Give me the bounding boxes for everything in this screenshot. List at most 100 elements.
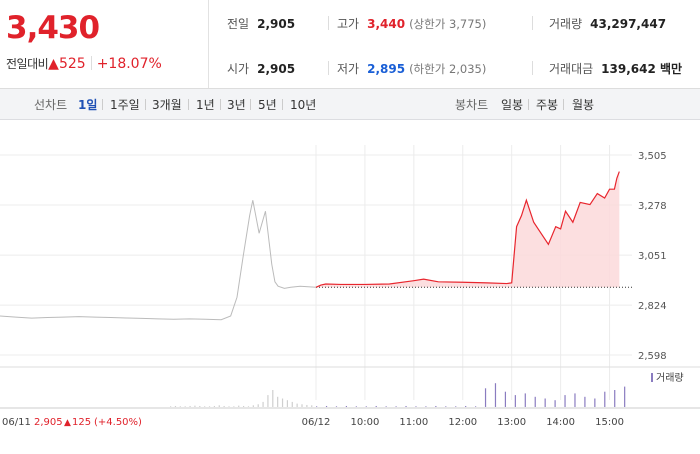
today-area-fill xyxy=(316,171,620,288)
volume-bar xyxy=(174,405,177,407)
prev-day-change: 125 xyxy=(72,417,91,428)
volume-bar xyxy=(355,406,357,407)
volume-bar xyxy=(272,390,274,407)
volume-bar xyxy=(445,406,447,407)
y-tick-label: 3,505 xyxy=(638,151,667,162)
volume-bar xyxy=(335,406,338,407)
volume-bar xyxy=(455,406,457,407)
volume-bar xyxy=(524,393,526,407)
stat-value: 43,297,447 xyxy=(590,17,667,31)
line-chart-label: 선차트 xyxy=(34,98,68,112)
tab-weekly-candle[interactable]: 주봉 xyxy=(536,98,559,112)
change-percent: +18.07% xyxy=(96,56,162,72)
y-tick-label: 2,824 xyxy=(638,301,667,312)
stat-high: 고가 3,440 (상한가 3,775) xyxy=(337,15,486,32)
volume-bar xyxy=(238,405,240,407)
y-tick-label: 3,278 xyxy=(638,201,667,212)
stat-label: 전일 xyxy=(227,17,250,31)
volume-bar xyxy=(494,383,497,407)
volume-bar xyxy=(228,406,230,407)
volume-bar xyxy=(184,406,186,407)
stat-label: 거래량 xyxy=(549,17,583,31)
volume-bar xyxy=(262,401,264,407)
price-change: 전일대비▲525 +18.07% xyxy=(6,55,162,72)
stat-value: 2,905 xyxy=(257,17,296,31)
volume-bar xyxy=(281,398,284,407)
upper-limit: (상한가 3,775) xyxy=(409,17,487,31)
x-tick-label: 06/12 xyxy=(302,417,331,428)
volume-bar xyxy=(435,405,437,407)
today-line xyxy=(315,171,620,288)
tab-1-day[interactable]: 1일 xyxy=(78,98,98,112)
volume-bar xyxy=(465,405,467,407)
tab-1-year[interactable]: 1년 xyxy=(196,98,215,112)
volume-bar xyxy=(534,396,536,407)
volume-bar xyxy=(325,405,328,407)
volume-bar xyxy=(257,404,259,407)
volume-bar xyxy=(233,406,235,407)
volume-bar xyxy=(375,405,377,407)
volume-bar xyxy=(385,406,387,407)
volume-bar xyxy=(484,388,487,407)
tab-monthly-candle[interactable]: 월봉 xyxy=(572,98,595,112)
prev-day-change-percent: (+4.50%) xyxy=(94,417,142,428)
volume-bar xyxy=(208,406,211,407)
price-stats: 전일 2,905 시가 2,905 고가 3,440 (상한가 3,775) 저가 2,8… xyxy=(209,0,700,88)
up-arrow-icon: ▲ xyxy=(48,56,59,72)
change-label: 전일대비 xyxy=(6,57,49,71)
volume-bar xyxy=(277,396,279,407)
volume-bar xyxy=(179,406,181,407)
volume-bar xyxy=(475,406,477,407)
intraday-chart: 3,505 3,278 3,051 2,824 2,598 06/12 10:00 11:0… xyxy=(0,120,700,450)
y-axis-ticks: 3,505 3,278 3,051 2,824 2,598 xyxy=(638,151,667,362)
stat-low: 저가 2,895 (하한가 2,035) xyxy=(337,60,486,77)
volume-bar xyxy=(594,398,596,407)
tab-daily-candle[interactable]: 일봉 xyxy=(501,98,524,112)
volume-bar xyxy=(243,405,245,407)
price-summary: 3,430 전일대비▲525 +18.07% xyxy=(0,0,209,88)
volume-bar xyxy=(564,395,566,407)
volume-bar xyxy=(425,406,427,407)
volume-bar xyxy=(306,404,308,407)
divider xyxy=(188,99,189,110)
stat-value: 139,642 백만 xyxy=(601,62,683,76)
volume-bar xyxy=(311,405,313,407)
price-chart-svg: 3,505 3,278 3,051 2,824 2,598 06/12 10:00 11:0… xyxy=(0,145,700,428)
volume-bar xyxy=(223,405,225,407)
volume-bar xyxy=(395,406,397,407)
tab-5-years[interactable]: 5년 xyxy=(258,98,277,112)
stat-label: 저가 xyxy=(337,62,360,76)
stat-prev-close: 전일 2,905 xyxy=(227,15,295,32)
volume-bar xyxy=(604,391,606,407)
chart-grid xyxy=(0,145,700,409)
volume-bar xyxy=(554,400,556,407)
divider xyxy=(532,61,533,75)
tab-1-week[interactable]: 1주일 xyxy=(110,98,140,112)
prev-day-line xyxy=(0,200,317,321)
x-axis-ticks: 06/12 10:00 11:00 12:00 13:00 14:00 15:00 xyxy=(302,417,624,428)
stat-value: 2,905 xyxy=(257,62,296,76)
volume-bar xyxy=(544,398,546,407)
volume-bar xyxy=(584,396,586,407)
stat-label: 시가 xyxy=(227,62,250,76)
volume-bar xyxy=(218,405,220,407)
volume-bar xyxy=(199,405,201,407)
tab-10-years[interactable]: 10년 xyxy=(290,98,317,112)
divider xyxy=(528,99,529,110)
lower-limit: (하한가 2,035) xyxy=(409,62,487,76)
divider xyxy=(282,99,283,110)
y-tick-label: 2,598 xyxy=(638,351,667,362)
tab-3-years[interactable]: 3년 xyxy=(227,98,246,112)
stat-volume: 거래량 43,297,447 xyxy=(549,15,666,32)
divider xyxy=(220,99,221,110)
divider xyxy=(328,61,329,75)
chart-period-tabs: 선차트 1일 1주일 3개월 1년 3년 5년 10년 봉차트 일봉 주봉 월봉 xyxy=(0,89,700,120)
x-tick-label: 13:00 xyxy=(497,417,526,428)
x-tick-label: 15:00 xyxy=(595,417,624,428)
volume-bar xyxy=(252,405,254,407)
volume-bar xyxy=(291,401,293,407)
y-tick-label: 3,051 xyxy=(638,251,667,262)
divider xyxy=(563,99,564,110)
tab-3-months[interactable]: 3개월 xyxy=(152,98,182,112)
prev-day-close: 2,905 xyxy=(34,417,63,428)
